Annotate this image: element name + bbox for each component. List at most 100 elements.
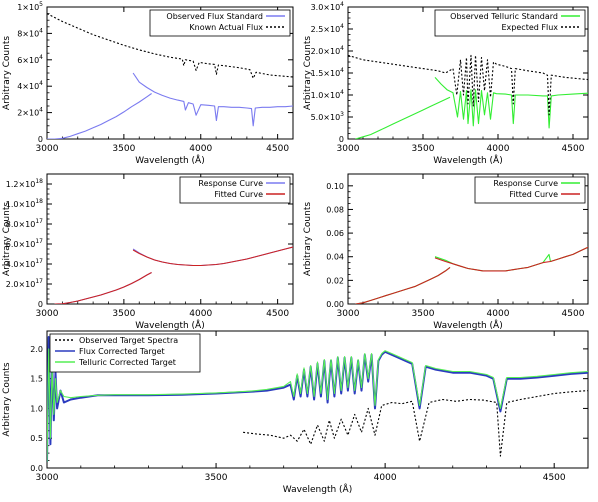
chart-panel-4: 3000 3500 4000 4500 0.00 0.02 0.04 0.06 0.08 0.10… (303, 173, 589, 331)
y-tick-exponent: 4 (39, 27, 43, 34)
x-tick-label: 3000 (36, 144, 59, 154)
y-tick-exponent: 4 (39, 54, 43, 61)
y-axis-label: Arbitrary Counts (303, 36, 313, 110)
y-tick-label: 2.0×1017 (6, 278, 43, 289)
series-line (355, 246, 588, 304)
x-tick-label: 3500 (412, 144, 435, 154)
legend-label: Flux Corrected Target (79, 347, 165, 356)
y-tick-base: 3.0×10 (311, 3, 341, 12)
y-tick-label: 4.0×1017 (6, 258, 43, 269)
x-axis-label: Wavelength (Å) (135, 154, 204, 166)
y-tick-base: 0.10 (326, 182, 344, 191)
series-line (348, 54, 588, 116)
legend-label: Response Curve (198, 179, 263, 188)
y-tick-label: 0.00 (326, 300, 344, 309)
y-tick-exponent: 17 (35, 258, 43, 265)
y-tick-label: 6.0×1017 (6, 238, 43, 249)
y-tick-label: 1×105 (17, 1, 43, 12)
y-tick-label: 3.0×104 (311, 1, 345, 12)
y-tick-exponent: 17 (35, 238, 43, 245)
legend-box (179, 176, 291, 204)
legend-label: Response Curve (493, 179, 558, 188)
x-tick-label: 4500 (562, 309, 585, 319)
y-tick-exponent: 18 (35, 178, 43, 185)
y-tick-label: 5.0×103 (311, 111, 345, 122)
legend: Response Curve Fitted Curve (179, 176, 291, 204)
y-tick-base: 1.0×10 (311, 91, 341, 100)
y-tick-label: 0.04 (326, 253, 344, 262)
series-line (355, 77, 588, 139)
x-tick-label: 3000 (36, 309, 59, 319)
legend: Observed Target Spectra Flux Corrected Ta… (49, 333, 201, 373)
legend-label: Telluric Corrected Target (78, 358, 176, 367)
series-line (355, 246, 588, 304)
chart-panel-3: 3000 3500 4000 450002.0×10174.0×10176.0×101… (2, 173, 294, 331)
y-tick-base: 0.0 (30, 464, 43, 473)
series-line (47, 72, 293, 139)
chart-panel-1: 3000 3500 4000 450002×1044×1046×1048×1041×1… (2, 1, 294, 166)
chart-panel-5: 3000 3500 4000 4500 0.0 0.5 1.0 1.5 2.0 Wavelengt… (2, 330, 589, 495)
y-tick-base: 0.5 (30, 434, 43, 443)
y-axis-label: Arbitrary Counts (2, 362, 12, 436)
x-tick-label: 4500 (562, 144, 585, 154)
x-axis-label: Wavelength (Å) (433, 154, 502, 166)
series-group (54, 246, 293, 304)
y-tick-label: 0.0 (30, 464, 43, 473)
x-tick-label: 3500 (412, 309, 435, 319)
legend-box (474, 176, 586, 204)
y-tick-label: 0.02 (326, 276, 344, 285)
x-tick-label: 4000 (487, 144, 510, 154)
legend: Observed Telluric Standard Expected Flux (434, 9, 586, 37)
y-tick-exponent: 4 (39, 80, 43, 87)
series-line (243, 390, 588, 457)
y-tick-base: 2.0×10 (311, 47, 341, 56)
y-tick-base: 1.2×10 (6, 180, 36, 189)
x-tick-label: 4000 (189, 309, 212, 319)
legend-label: Known Actual Flux (189, 23, 263, 32)
y-tick-label: 0.5 (30, 434, 43, 443)
x-axis-label: Wavelength (Å) (135, 319, 204, 331)
y-tick-base: 8×10 (17, 29, 39, 38)
legend-label: Fitted Curve (214, 190, 263, 199)
y-tick-label: 1.5 (30, 375, 43, 384)
y-tick-label: 1.2×1018 (6, 178, 43, 189)
y-tick-exponent: 17 (35, 278, 43, 285)
legend-label: Fitted Curve (509, 190, 558, 199)
y-tick-base: 0 (339, 135, 344, 144)
y-tick-label: 2.5×104 (311, 23, 345, 34)
y-tick-base: 0.08 (326, 205, 344, 214)
y-tick-base: 1.0 (30, 404, 43, 413)
legend-label: Observed Target Spectra (79, 336, 178, 345)
x-tick-label: 4000 (189, 144, 212, 154)
series-group (348, 54, 588, 139)
y-tick-base: 8.0×10 (6, 220, 36, 229)
y-tick-exponent: 4 (340, 67, 344, 74)
x-axis-label: Wavelength (Å) (283, 483, 352, 495)
x-tick-label: 4000 (487, 309, 510, 319)
legend-box (149, 9, 291, 37)
y-tick-base: 0.04 (326, 253, 344, 262)
y-tick-base: 1×10 (17, 3, 39, 12)
legend: Observed Flux Standard Known Actual Flux (149, 9, 291, 37)
series-line (47, 13, 293, 79)
chart-panel-2: 3000 3500 4000 450005.0×1031.0×1041.5×1042.… (303, 1, 589, 166)
legend-box (49, 333, 201, 373)
legend-label: Expected Flux (502, 23, 559, 32)
series-line (47, 348, 588, 463)
x-tick-label: 3500 (112, 309, 135, 319)
y-tick-label: 1.5×104 (311, 67, 345, 78)
y-axis-label: Arbitrary Counts (2, 36, 12, 110)
y-tick-base: 0 (38, 300, 43, 309)
y-tick-label: 8.0×1017 (6, 218, 43, 229)
y-tick-base: 0 (38, 135, 43, 144)
y-tick-label: 4×104 (17, 80, 43, 91)
x-tick-label: 4500 (266, 309, 289, 319)
y-tick-label: 1.0×104 (311, 89, 345, 100)
y-tick-base: 2.0×10 (6, 280, 36, 289)
y-tick-base: 4.0×10 (6, 260, 36, 269)
series-line (54, 246, 293, 304)
x-tick-label: 4000 (374, 473, 397, 483)
y-tick-base: 2×10 (17, 109, 39, 118)
series-group (47, 13, 293, 139)
